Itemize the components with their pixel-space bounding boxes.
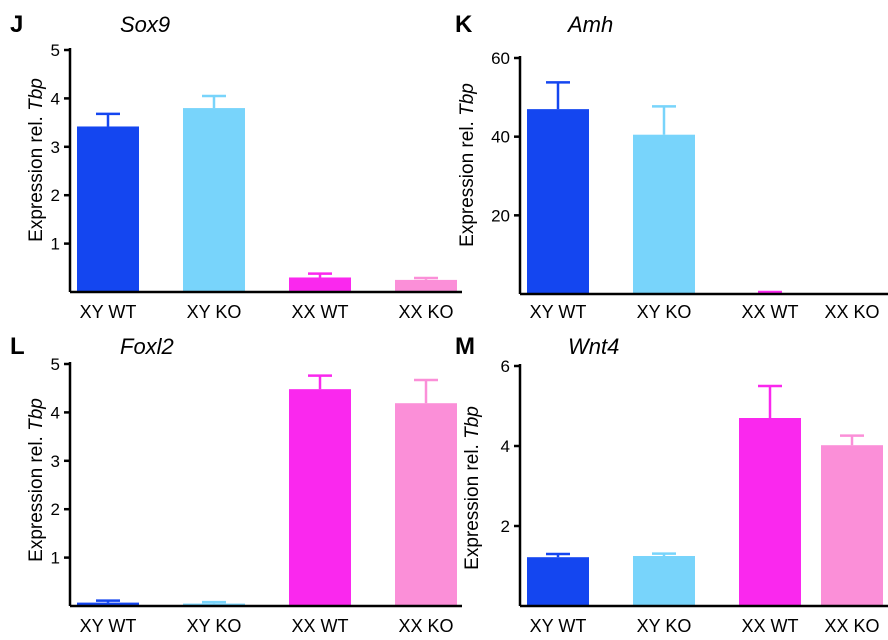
y-axis-label: Expression rel. Tbp [26, 78, 47, 242]
bar [527, 557, 589, 606]
panel-letter: J [10, 11, 23, 38]
x-tick-label: XY KO [637, 302, 692, 322]
chart-panel-m: M Wnt4 Expression rel. Tbp XY WT XY KO XX WT X… [455, 333, 888, 636]
y-axis-label: Expression rel. Tbp [457, 83, 478, 247]
bar [527, 109, 589, 294]
y-tick-label: 5 [51, 355, 60, 374]
y-tick-label: 20 [491, 206, 510, 225]
panel-letter: K [455, 11, 473, 38]
y-tick-label: 4 [501, 437, 510, 456]
y-tick-label: 40 [491, 128, 510, 147]
bar [395, 279, 457, 292]
x-tick-label: XX KO [398, 302, 453, 322]
x-tick-label: XX WT [292, 302, 349, 322]
y-tick-label: 6 [501, 357, 510, 376]
x-tick-label: XX KO [398, 616, 453, 636]
bar [821, 445, 883, 606]
x-tick-label: XY WT [80, 302, 137, 322]
chart-panel-k: K Amh Expression rel. Tbp XY WT XY KO XX WT XX… [455, 11, 888, 322]
y-tick-label: 5 [51, 41, 60, 60]
chart-title: Foxl2 [120, 334, 174, 359]
y-axis-label: Expression rel. Tbp [462, 406, 483, 570]
y-tick-label: 2 [51, 186, 60, 205]
chart-title: Wnt4 [568, 334, 619, 359]
x-tick-label: XY KO [187, 616, 242, 636]
y-tick-label: 4 [51, 89, 60, 108]
chart-title: Sox9 [120, 12, 170, 37]
bar [77, 602, 139, 606]
y-tick-label: 1 [51, 549, 60, 568]
panel-letter: M [455, 333, 475, 360]
bar [739, 418, 801, 606]
x-tick-label: XY WT [530, 616, 587, 636]
x-tick-label: XY KO [637, 616, 692, 636]
chart-title: Amh [566, 12, 613, 37]
bar [633, 556, 695, 606]
y-tick-label: 2 [501, 517, 510, 536]
x-tick-label: XX KO [824, 302, 879, 322]
y-tick-label: 3 [51, 452, 60, 471]
bar [289, 389, 351, 606]
y-tick-label: 60 [491, 49, 510, 68]
x-tick-label: XX WT [742, 616, 799, 636]
y-tick-label: 3 [51, 138, 60, 157]
y-axis-label: Expression rel. Tbp [26, 398, 47, 562]
y-tick-label: 2 [51, 500, 60, 519]
bar [183, 108, 245, 292]
bar [633, 134, 695, 294]
x-tick-label: XX KO [824, 616, 879, 636]
panel-letter: L [10, 333, 25, 360]
chart-panel-j: J Sox9 Expression rel. Tbp XY WT XY KO XX WT X… [10, 11, 462, 322]
y-tick-label: 4 [51, 403, 60, 422]
x-tick-label: XX WT [742, 302, 799, 322]
x-tick-label: XY WT [80, 616, 137, 636]
bar [289, 277, 351, 292]
y-tick-label: 1 [51, 235, 60, 254]
x-tick-label: XY KO [187, 302, 242, 322]
x-tick-label: XY WT [530, 302, 587, 322]
bar [395, 403, 457, 606]
bar [77, 126, 139, 292]
x-tick-label: XX WT [292, 616, 349, 636]
chart-panel-l: L Foxl2 Expression rel. Tbp XY WT XY KO XX WT… [10, 333, 462, 636]
